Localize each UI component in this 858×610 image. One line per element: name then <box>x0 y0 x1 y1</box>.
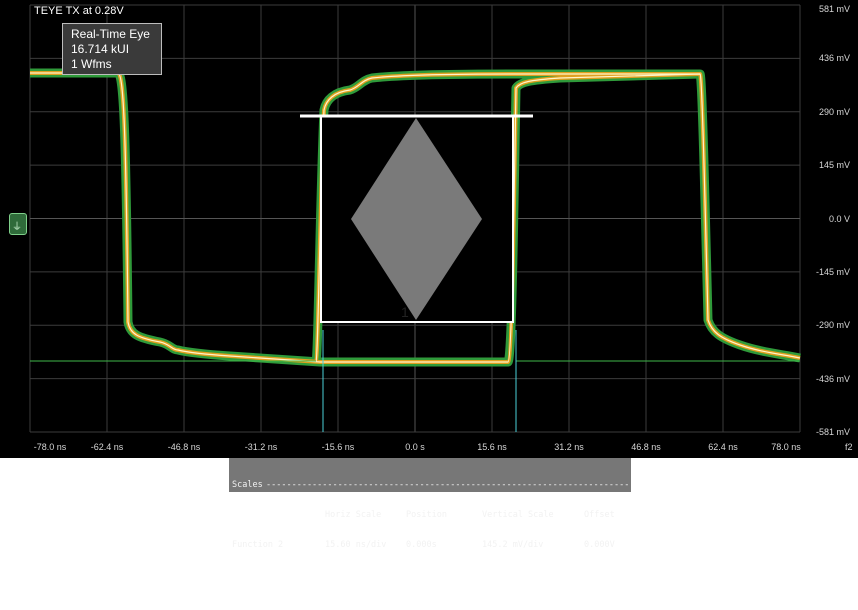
readout-ui-count: 16.714 kUI <box>71 42 130 56</box>
ground-reference-icon[interactable]: ⏚ <box>9 213 27 235</box>
oscilloscope-display: TEYE TX at 0.28V Real-Time Eye 16.714 kU… <box>0 0 858 458</box>
ground-glyph: ⏚ <box>12 222 22 233</box>
axis-source-label: f2 <box>845 442 853 452</box>
x-axis-label: 15.6 ns <box>477 442 507 452</box>
x-axis-label: 46.8 ns <box>631 442 661 452</box>
header-position: Position <box>406 510 447 520</box>
x-axis-label: 78.0 ns <box>771 442 801 452</box>
y-axis-label: -581 mV <box>815 427 850 437</box>
readout-mode: Real-Time Eye <box>71 27 150 41</box>
value-position: 0.000s <box>406 540 437 550</box>
mask-diamond <box>351 118 482 320</box>
readout-waveform-count: 1 Wfms <box>71 57 112 71</box>
x-axis-label: -15.6 ns <box>321 442 355 452</box>
value-vertical-scale: 145.2 mV/div <box>482 540 544 550</box>
waveform-trace-core-2 <box>315 73 700 363</box>
waveform-plot <box>29 4 801 433</box>
header-horiz-scale: Horiz Scale <box>325 510 382 520</box>
scales-panel: Scales ----------------------------------… <box>229 458 631 550</box>
y-axis-label: 290 mV <box>818 106 850 117</box>
y-axis-label: -290 mV <box>815 320 850 331</box>
function-name: Function 2 <box>232 540 284 550</box>
scales-divider: ----------------------------------------… <box>266 480 628 490</box>
y-axis-label: 581 mV <box>818 4 850 14</box>
x-axis-label: -78.0 ns <box>33 442 67 452</box>
y-axis-label: 0.0 V <box>828 213 850 224</box>
header-offset: Offset <box>584 510 615 520</box>
x-axis-label: -31.2 ns <box>244 442 278 452</box>
y-axis-label: -436 mV <box>815 373 850 384</box>
mask-number-label: 1 <box>401 304 409 320</box>
x-axis-label: -62.4 ns <box>90 442 124 452</box>
x-axis-label: 62.4 ns <box>708 442 738 452</box>
x-axis-label: 31.2 ns <box>554 442 584 452</box>
value-horiz-scale: 15.60 ns/div <box>325 540 387 550</box>
eye-mask <box>300 114 533 323</box>
scales-title: Scales <box>232 480 263 490</box>
value-offset: 0.000V <box>584 540 615 550</box>
x-axis-label: 0.0 s <box>405 442 425 452</box>
window-title: TEYE TX at 0.28V <box>34 5 124 17</box>
measurement-readout[interactable]: Real-Time Eye 16.714 kUI 1 Wfms <box>62 23 162 75</box>
y-axis-label: 145 mV <box>818 160 850 171</box>
header-vertical-scale: Vertical Scale <box>482 510 554 520</box>
y-axis-label: 436 mV <box>818 53 850 64</box>
x-axis-label: -46.8 ns <box>167 442 201 452</box>
y-axis-label: -145 mV <box>815 266 850 277</box>
